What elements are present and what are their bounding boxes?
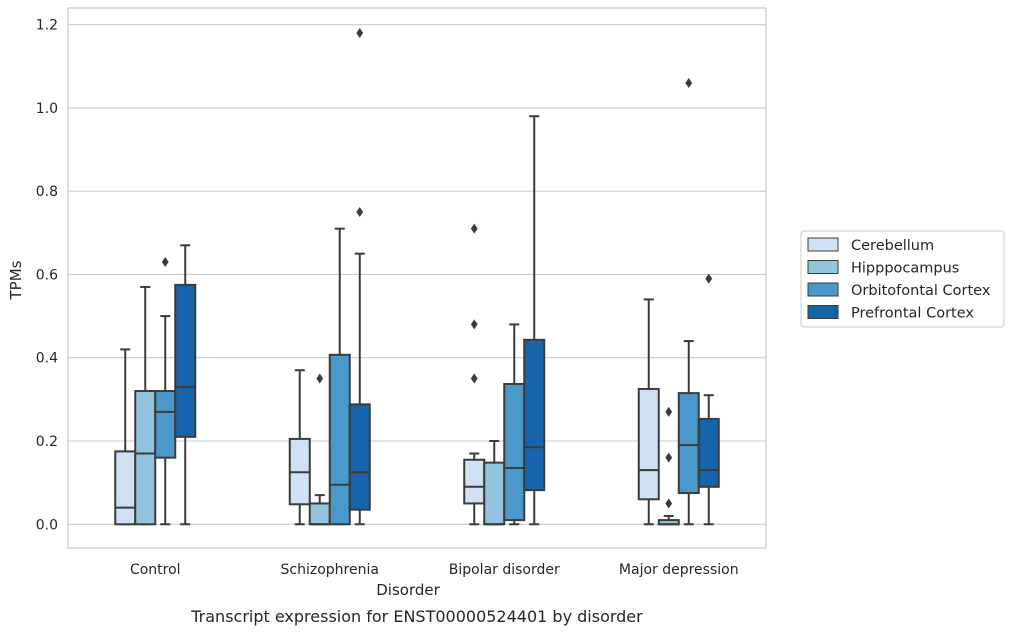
x-tick-label: Major depression xyxy=(619,562,739,578)
box xyxy=(483,461,506,526)
outlier-marker xyxy=(161,256,169,267)
box xyxy=(523,338,546,492)
box xyxy=(174,283,197,438)
y-tick-label: 1.0 xyxy=(36,101,58,117)
box-plots xyxy=(114,27,720,526)
series-hipppocampus xyxy=(134,285,680,526)
x-tick-label: Bipolar disorder xyxy=(449,562,560,578)
box xyxy=(463,458,486,505)
series-prefrontal-cortex xyxy=(174,27,720,526)
outlier-marker xyxy=(665,406,673,417)
box xyxy=(328,353,351,526)
outlier-marker xyxy=(316,373,324,384)
box xyxy=(348,403,371,511)
box xyxy=(114,450,137,526)
box xyxy=(134,390,157,526)
box xyxy=(308,502,331,526)
chart-caption: Transcript expression for ENST0000052440… xyxy=(190,607,643,626)
x-axis-ticks: Control Schizophrenia Bipolar disorder Majo… xyxy=(130,562,739,578)
legend-swatch xyxy=(807,305,839,319)
outlier-marker xyxy=(665,452,673,463)
y-tick-label: 0.8 xyxy=(36,184,58,200)
legend-frame xyxy=(800,230,1005,328)
legend-label: Orbitofontal Cortex xyxy=(851,283,991,299)
box xyxy=(677,392,700,495)
y-axis-title: TPMs xyxy=(7,260,25,300)
outlier-marker xyxy=(356,207,364,218)
x-tick-label: Schizophrenia xyxy=(281,562,379,578)
legend-label: Hipppocampus xyxy=(851,261,959,277)
outlier-marker xyxy=(356,27,364,38)
legend-swatch xyxy=(807,260,839,274)
outlier-marker xyxy=(685,77,693,88)
y-tick-label: 0.2 xyxy=(36,434,58,450)
outlier-marker xyxy=(705,273,713,284)
x-axis-title: Disorder xyxy=(376,581,440,599)
y-axis-ticks: 0.0 0.2 0.4 0.6 0.8 1.0 1.2 xyxy=(36,18,58,534)
x-tick-label: Control xyxy=(130,562,181,578)
outlier-marker xyxy=(470,319,478,330)
legend: Cerebellum Hipppocampus Orbitofontal Corte… xyxy=(800,230,1005,328)
outlier-marker xyxy=(470,373,478,384)
legend-swatch xyxy=(807,237,839,252)
box xyxy=(503,382,526,522)
box xyxy=(637,387,660,501)
legend-label: Cerebellum xyxy=(851,238,934,254)
y-tick-label: 0.4 xyxy=(36,351,58,367)
box xyxy=(697,417,720,488)
outlier-marker xyxy=(665,498,673,509)
y-tick-label: 1.2 xyxy=(36,18,58,34)
series-cerebellum xyxy=(114,223,660,526)
y-tick-label: 0.6 xyxy=(36,267,58,283)
outlier-marker xyxy=(470,223,478,234)
legend-label: Prefrontal Cortex xyxy=(851,306,974,322)
y-tick-label: 0.0 xyxy=(36,517,58,533)
box xyxy=(154,390,177,459)
legend-swatch xyxy=(807,282,839,297)
plot-frame xyxy=(67,7,767,549)
